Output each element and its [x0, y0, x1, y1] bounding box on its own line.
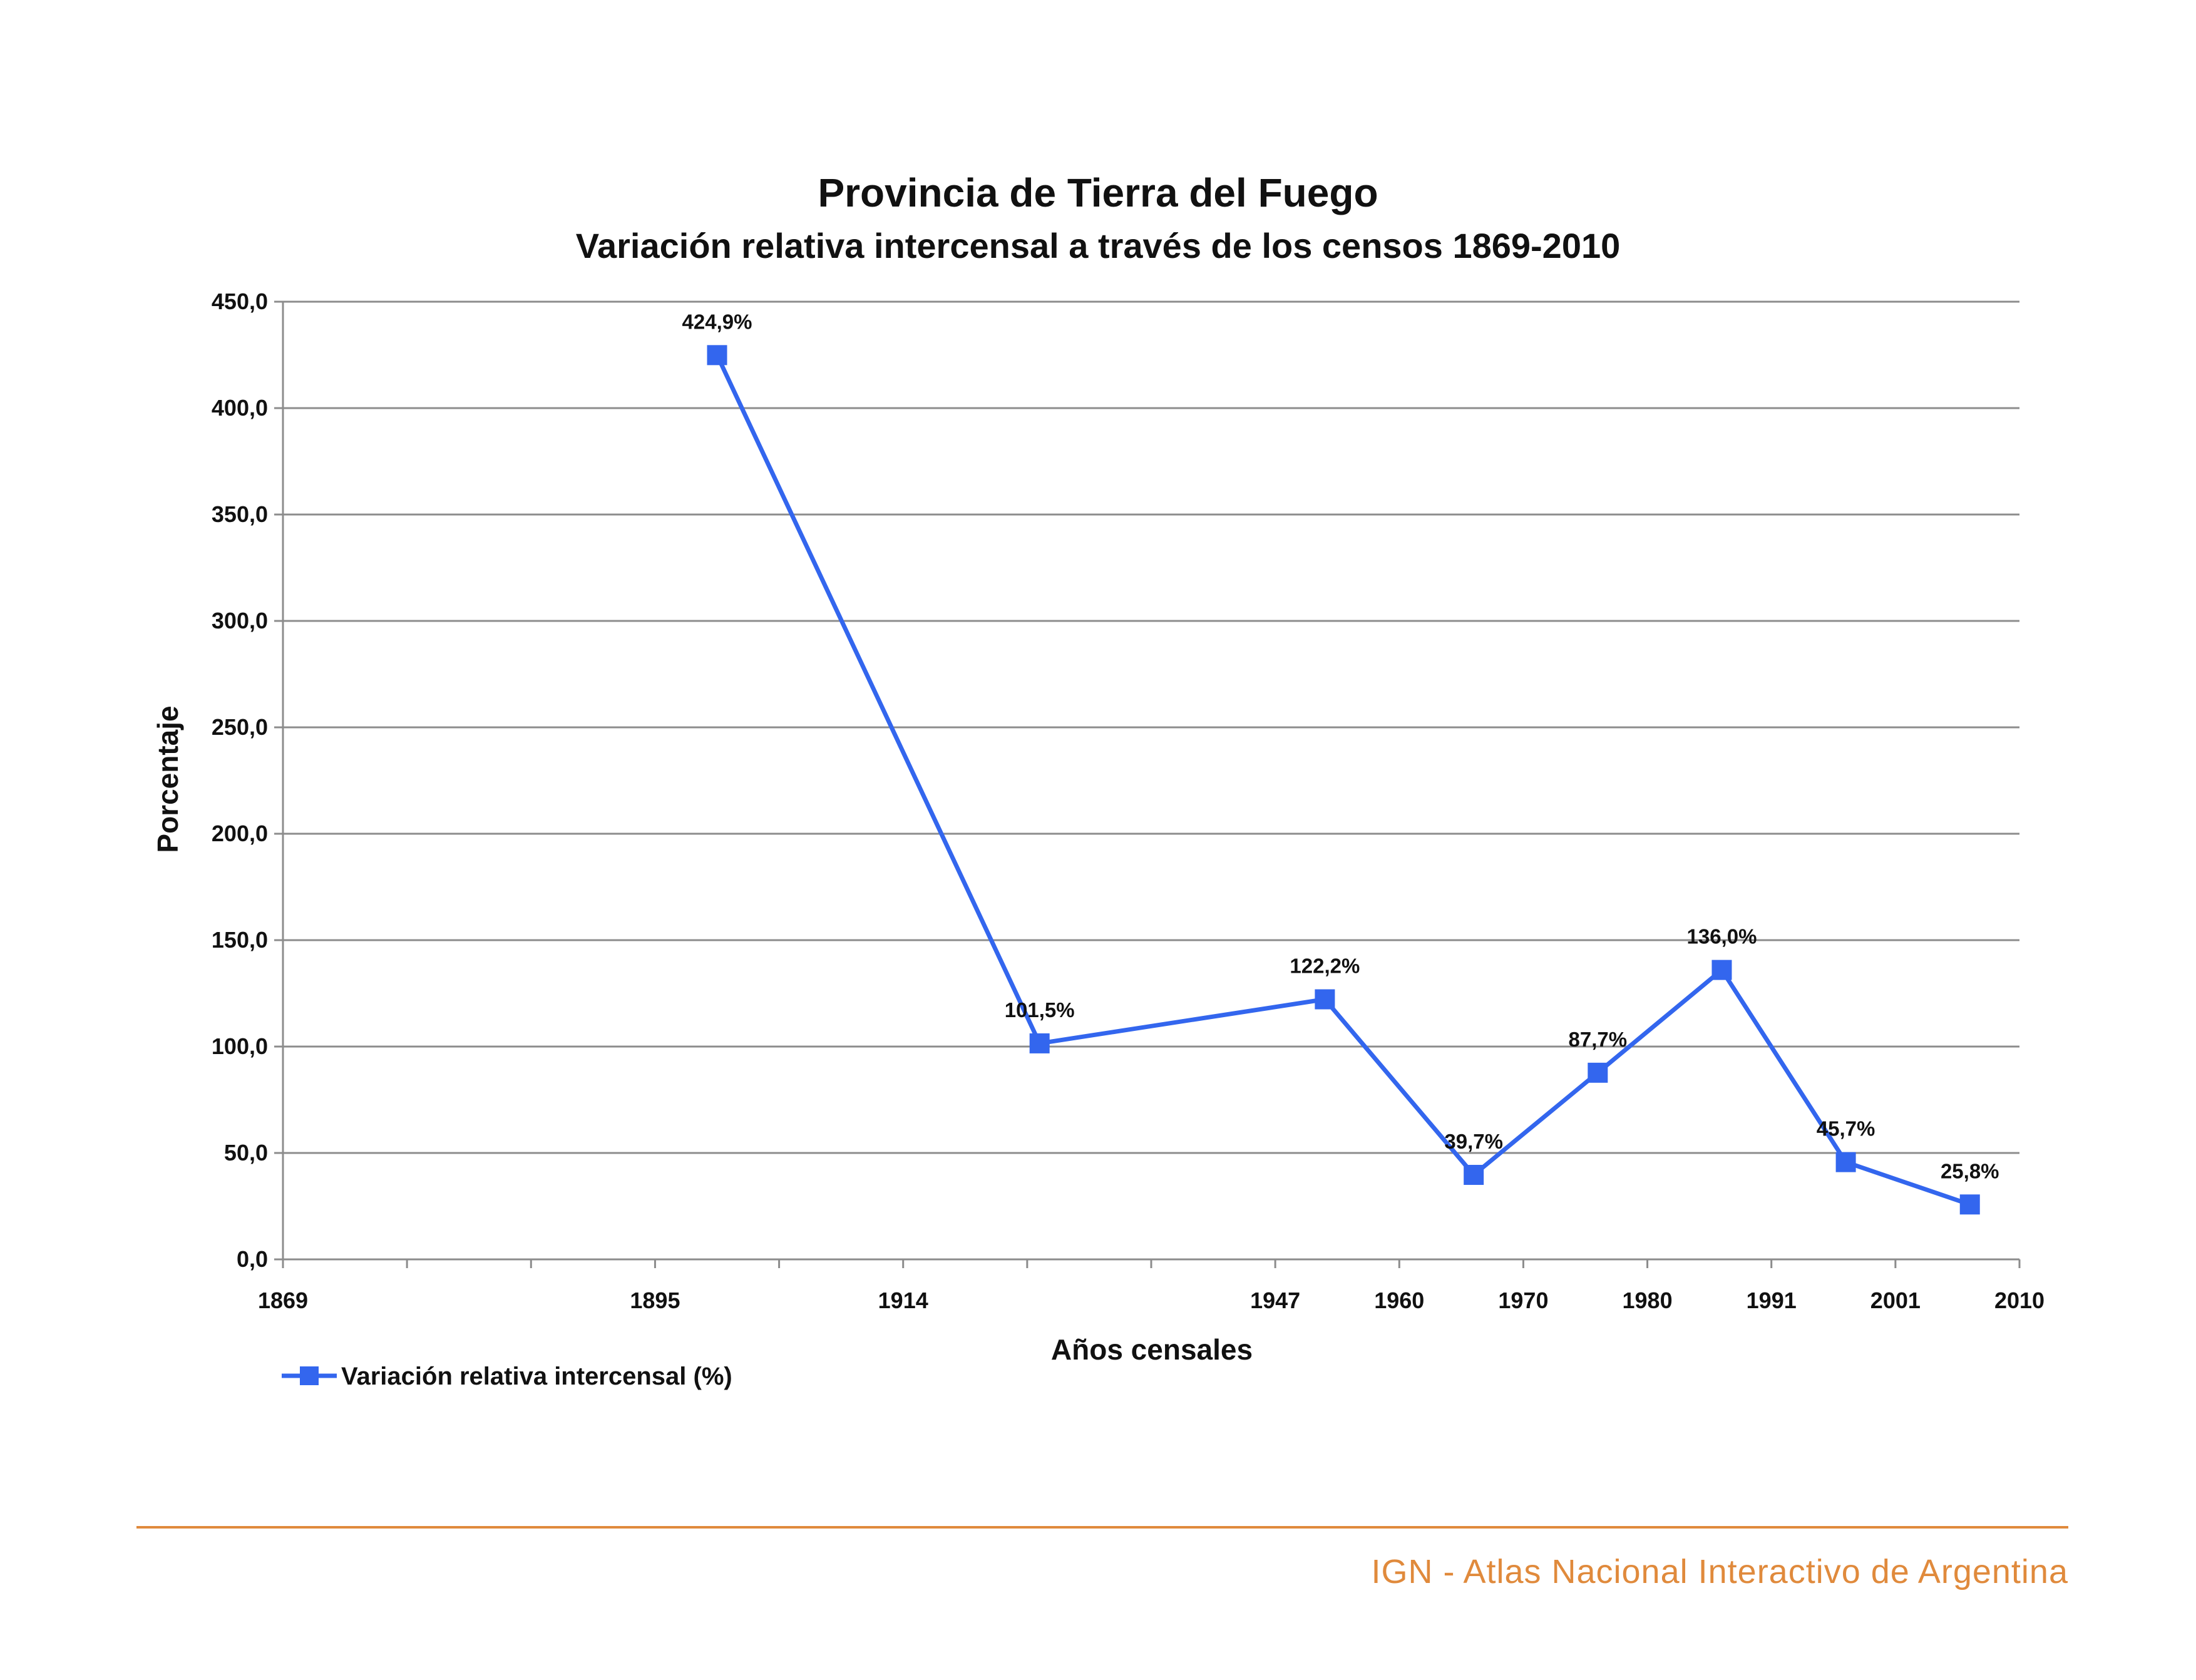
y-tick-label: 350,0 — [212, 501, 268, 527]
x-tick-label: 2010 — [1994, 1288, 2045, 1313]
x-tick-label: 1970 — [1498, 1288, 1548, 1313]
axes — [274, 300, 2021, 1268]
y-tick-label: 450,0 — [212, 289, 268, 314]
gridlines — [283, 300, 2019, 1154]
data-point-marker — [1959, 1194, 1980, 1215]
data-point-label: 424,9% — [682, 310, 752, 333]
x-tick-labels: 1869 1895 1914 1947 1960 1970 1980 1991 2001 2010 — [258, 1288, 2045, 1313]
x-tick-label: 1895 — [630, 1288, 680, 1313]
y-tick-label: 200,0 — [212, 821, 268, 846]
x-tick-label: 1980 — [1623, 1288, 1673, 1313]
y-tick-labels: 0,0 50,0 100,0 150,0 200,0 250,0 300,0 350,0 400… — [212, 289, 268, 1272]
data-point-marker — [1464, 1165, 1484, 1186]
data-point-marker — [707, 345, 727, 366]
x-axis-title: Años censales — [1051, 1333, 1253, 1366]
y-tick-label: 250,0 — [212, 714, 268, 740]
legend-marker-swatch — [300, 1366, 319, 1385]
y-tick-label: 0,0 — [237, 1246, 268, 1272]
legend: Variación relativa intercensal (%) — [282, 1363, 732, 1390]
data-point-label: 39,7% — [1444, 1130, 1503, 1153]
series-line — [715, 354, 1971, 1207]
data-point-label: 87,7% — [1569, 1028, 1628, 1051]
data-point-marker — [1711, 960, 1732, 980]
y-tick-label: 300,0 — [212, 608, 268, 633]
x-tick-label: 1960 — [1374, 1288, 1424, 1313]
series-markers — [707, 345, 1980, 1215]
x-tick-label: 1947 — [1250, 1288, 1300, 1313]
data-point-marker — [1835, 1152, 1856, 1172]
footer-credit: IGN - Atlas Nacional Interactivo de Arge… — [1371, 1553, 2068, 1590]
data-point-marker — [1588, 1062, 1608, 1083]
data-point-label: 136,0% — [1686, 925, 1757, 948]
data-point-label: 45,7% — [1817, 1117, 1875, 1140]
x-tick-label: 1869 — [258, 1288, 308, 1313]
y-axis-title: Porcentaje — [151, 705, 184, 853]
data-point-marker — [1029, 1033, 1050, 1053]
data-point-label: 25,8% — [1941, 1159, 1999, 1182]
y-tick-label: 400,0 — [212, 395, 268, 421]
series-line-path — [715, 354, 1971, 1207]
legend-label: Variación relativa intercensal (%) — [341, 1363, 732, 1390]
data-point-marker — [1315, 989, 1335, 1010]
x-tick-label: 1914 — [878, 1288, 928, 1313]
data-labels: 424,9% 101,5% 122,2% 39,7% 87,7% 136,0% 45,7% 2… — [682, 310, 1999, 1182]
data-point-label: 101,5% — [1005, 998, 1075, 1022]
y-tick-label: 100,0 — [212, 1033, 268, 1059]
x-tick-label: 1991 — [1747, 1288, 1797, 1313]
x-tick-label: 2001 — [1870, 1288, 1921, 1313]
y-tick-label: 150,0 — [212, 927, 268, 953]
chart-subtitle: Variación relativa intercensal a través … — [576, 226, 1621, 265]
footer-divider — [136, 1526, 2068, 1529]
chart-title: Provincia de Tierra del Fuego — [818, 170, 1378, 215]
y-tick-label: 50,0 — [224, 1140, 268, 1165]
data-point-label: 122,2% — [1290, 955, 1360, 978]
